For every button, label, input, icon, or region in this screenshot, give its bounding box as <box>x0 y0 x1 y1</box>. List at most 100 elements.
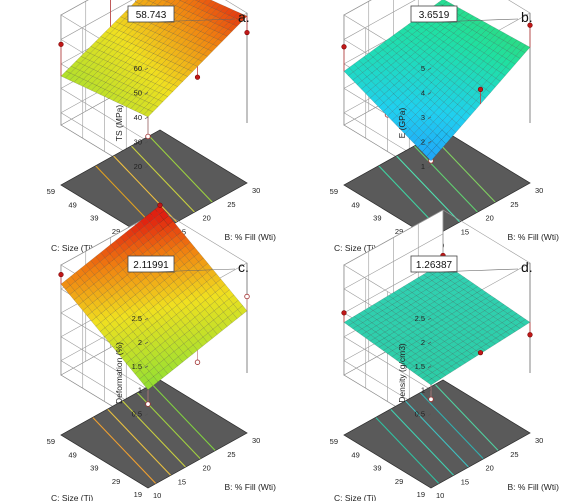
surface-cell <box>377 57 388 66</box>
surface-cell <box>356 80 367 90</box>
surface-cell <box>191 289 202 300</box>
surface-cell <box>180 39 191 47</box>
surface-cell <box>365 328 377 336</box>
surface-cell <box>387 298 398 305</box>
surface-cell <box>388 331 399 339</box>
surface-cell <box>401 295 412 302</box>
surface-cell <box>173 21 184 29</box>
surface-cell <box>87 302 98 313</box>
z-tick <box>427 341 432 345</box>
x-axis-label: B: % Fill (Wti) <box>507 232 559 242</box>
x-tick-label: 30 <box>535 436 543 445</box>
contour-line <box>148 135 213 203</box>
z-tick <box>144 92 149 95</box>
z-tick <box>427 67 432 71</box>
x-axis-label: B: % Fill (Wti) <box>224 232 276 242</box>
surface-cell <box>101 299 112 310</box>
surface-cell <box>95 322 106 332</box>
design-point <box>527 22 533 28</box>
z-tick <box>427 116 432 120</box>
x-tick-label: 25 <box>510 200 518 209</box>
z-tick <box>427 413 432 416</box>
surface-cell <box>474 313 485 321</box>
z-tick <box>427 317 432 321</box>
surface-cell <box>121 48 132 56</box>
surface-cell <box>104 33 115 41</box>
surface-cell <box>506 45 517 54</box>
surface-cell <box>143 380 154 391</box>
value-box-text: 2.11991 <box>133 260 169 271</box>
contour-line <box>107 408 172 476</box>
surface-cell <box>438 41 449 50</box>
z-tick-label: 2 <box>421 338 425 347</box>
response-surface <box>343 262 531 386</box>
value-box-pointer <box>150 18 236 23</box>
z-tick-label: 0.5 <box>415 410 425 419</box>
surface-cell <box>374 341 385 348</box>
x-axis: 10 15 20 25 30 B: % Fill (Wti) <box>436 436 559 500</box>
panel-letter: d. <box>521 259 533 275</box>
surface-cell <box>402 335 413 342</box>
surface-cell <box>397 338 408 345</box>
surface-cell <box>343 319 354 326</box>
design-point <box>194 359 201 365</box>
surface-cell <box>502 307 513 314</box>
surface-cell <box>91 85 102 93</box>
surface-cell <box>187 64 198 72</box>
surface-cell <box>75 56 86 64</box>
surface-cell <box>431 144 442 156</box>
surface-cell <box>119 69 130 77</box>
surface-cell <box>138 107 149 116</box>
chart-panel-3: 0.5 1 1.5 2 2.5 Density (g/cm3) 10 15 20 25 30 B: %… <box>330 209 559 501</box>
design-point <box>145 401 151 407</box>
x-tick-label: 15 <box>178 477 186 486</box>
y-axis-label: C: Size (Ti) <box>51 493 93 501</box>
surface-cell <box>422 146 432 157</box>
z-tick-label: 3 <box>421 113 425 122</box>
surface-cell <box>146 0 151 2</box>
surface-cell <box>69 290 80 301</box>
surface-cell <box>399 319 410 327</box>
surface-cell <box>377 310 388 317</box>
z-tick-label: 2 <box>421 137 425 146</box>
z-tick-label: 2.5 <box>415 314 425 323</box>
surface-cell <box>112 282 123 293</box>
z-tick <box>427 92 432 95</box>
surface-cell <box>366 72 377 82</box>
design-point <box>477 86 484 92</box>
z-tick-label: 30 <box>134 137 142 146</box>
surface-cell <box>470 39 481 48</box>
surface-cell <box>384 80 395 90</box>
x-tick-label: 30 <box>535 186 543 195</box>
value-box: 3.6519 <box>410 5 519 23</box>
design-point <box>244 29 250 36</box>
y-tick-label: 59 <box>47 437 55 446</box>
surface-cell <box>382 347 393 354</box>
surface-cell <box>69 74 80 83</box>
floor-border <box>343 379 531 489</box>
surface-cell <box>173 277 184 288</box>
surface-cell <box>456 307 467 315</box>
surface-cell <box>374 97 385 108</box>
surface-cell <box>94 43 105 51</box>
surface-cell <box>463 20 474 28</box>
surface-cell <box>456 46 467 55</box>
y-tick-label: 59 <box>330 187 338 196</box>
surface-cell <box>343 67 354 76</box>
surface-cell <box>78 301 88 311</box>
surface-cell <box>361 331 372 339</box>
design-point <box>58 41 64 47</box>
z-tick <box>427 365 432 369</box>
design-point <box>194 74 201 80</box>
y-tick-label: 59 <box>47 187 55 196</box>
floor-border <box>60 129 248 239</box>
design-point <box>58 271 64 278</box>
surface-cell <box>420 36 431 45</box>
surface-cell <box>492 53 503 62</box>
value-box-text: 58.743 <box>136 10 167 21</box>
z-tick-label: 60 <box>134 64 142 73</box>
y-tick-label: 39 <box>373 214 381 223</box>
